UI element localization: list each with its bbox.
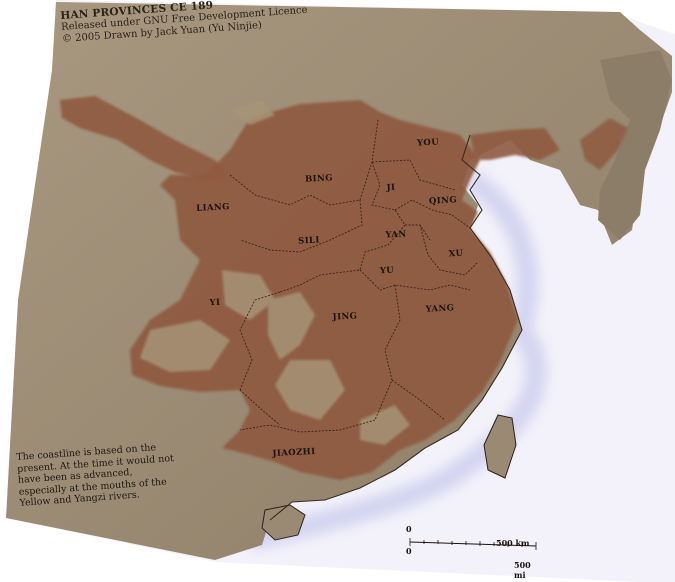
province-label-yan: YAN: [385, 229, 407, 241]
province-label-qing: QING: [428, 195, 458, 207]
taiwan-island: [483, 414, 517, 479]
sea-glow: [247, 170, 548, 551]
hainan-island: [261, 504, 306, 541]
scale-500-km: 500 km: [496, 538, 530, 548]
korea-land: [598, 50, 672, 240]
province-borders: [229, 119, 479, 433]
scale-500-mi: 500 mi: [514, 560, 531, 580]
province-label-sili: SILI: [297, 235, 321, 247]
province-label-ji: JI: [386, 182, 396, 194]
scale-bar-graphic: [409, 538, 537, 550]
province-label-you: YOU: [416, 137, 440, 149]
scale-bar: 0 0 500 km 500 mi: [404, 522, 544, 580]
you-northeast: [470, 128, 560, 160]
han-territory: [130, 100, 518, 480]
province-label-xu: XU: [448, 248, 464, 260]
korea-north: [580, 118, 628, 170]
province-label-yang: YANG: [425, 303, 455, 315]
province-label-yu: YU: [379, 265, 395, 277]
liang-corridor: [60, 96, 230, 180]
province-label-jing: JING: [332, 311, 358, 323]
coastline-note: The coastline is based on the present. A…: [16, 442, 175, 509]
coastline: [269, 134, 523, 521]
scale-zero-mi: 0: [406, 546, 412, 556]
province-label-liang: LIANG: [195, 202, 231, 214]
province-label-yi: YI: [209, 297, 221, 309]
terrain-patches: [140, 100, 410, 445]
scale-zero-km: 0: [406, 524, 412, 534]
province-label-bing: BING: [304, 173, 334, 185]
